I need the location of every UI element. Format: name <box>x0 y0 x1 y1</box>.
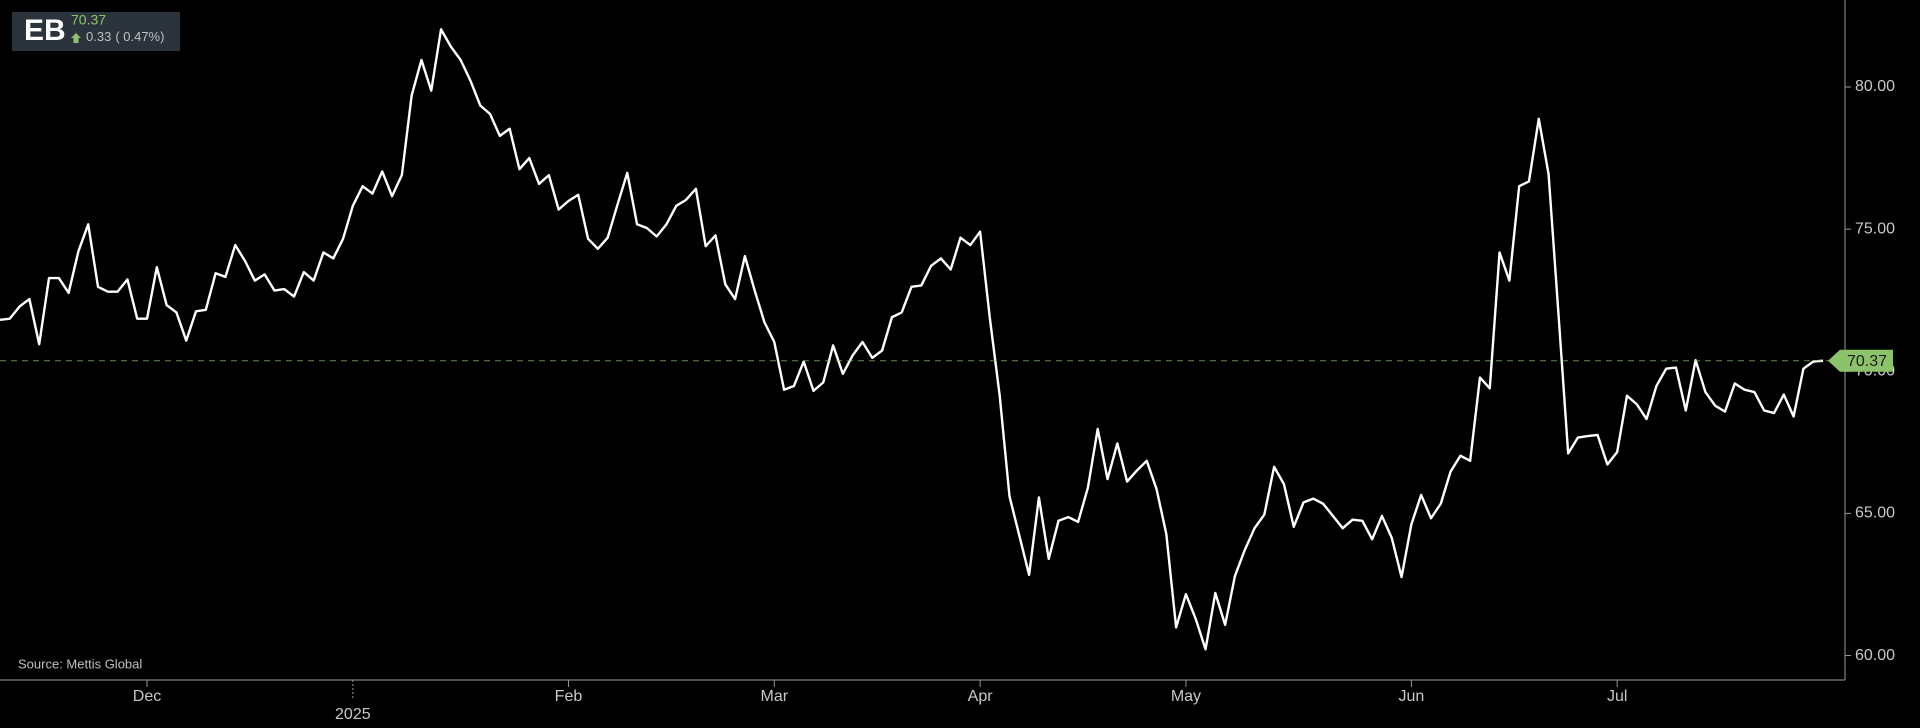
y-tick-label: 65.00 <box>1855 505 1895 522</box>
x-tick-label: Apr <box>968 688 994 705</box>
price: 70.37 <box>71 12 106 28</box>
y-tick-label: 60.00 <box>1855 647 1895 664</box>
source: Source: Mettis Global <box>18 656 142 671</box>
y-tick-label: 75.00 <box>1855 220 1895 237</box>
up-arrow <box>71 33 81 43</box>
x-tick-label: 2025 <box>335 706 371 723</box>
price-line <box>0 28 1824 651</box>
x-tick-label: May <box>1171 688 1201 705</box>
x-tick-label: Jul <box>1607 688 1627 705</box>
x-tick-label: Mar <box>761 688 789 705</box>
ticker: EB <box>24 14 66 47</box>
last-price-label: 70.37 <box>1847 353 1887 370</box>
x-tick-label: Feb <box>555 688 583 705</box>
change: 0.33 ( 0.47%) <box>86 29 164 44</box>
y-tick-label: 80.00 <box>1855 78 1895 95</box>
change-pct: ( 0.47%) <box>115 29 164 44</box>
x-tick-label: Jun <box>1398 688 1424 705</box>
change-value: 0.33 <box>86 29 111 44</box>
last-price-flag <box>1828 349 1893 372</box>
quote-box: EB 70.37 0.33 ( 0.47%) <box>12 12 180 51</box>
quote-box-bg <box>12 12 180 51</box>
x-tick-label: Dec <box>133 688 161 705</box>
